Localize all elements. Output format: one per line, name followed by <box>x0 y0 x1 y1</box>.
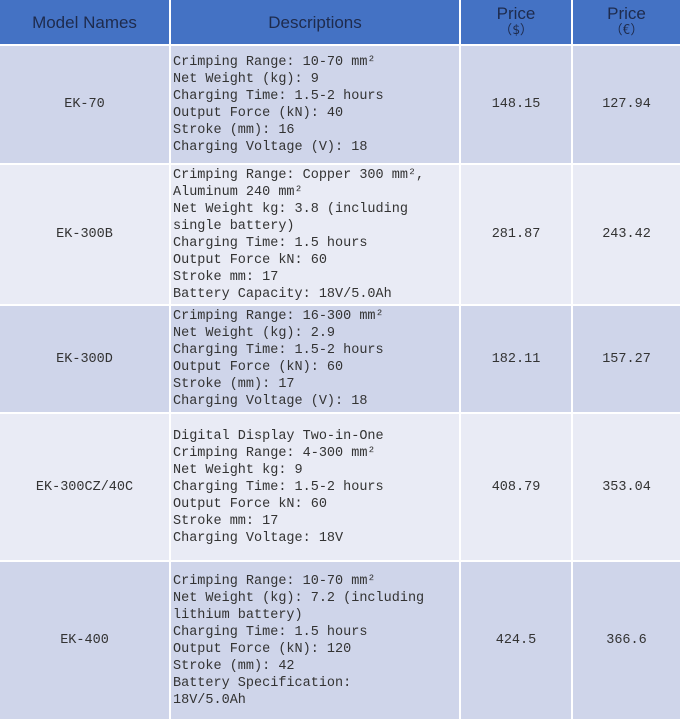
description-line: lithium battery) <box>173 607 303 623</box>
description-line: Output Force (kN): 60 <box>173 360 344 375</box>
price-usd: 408.79 <box>460 413 573 562</box>
header-price-usd-label: Price <box>496 4 536 23</box>
description-line: Charging Time: 1.5-2 hours <box>173 343 384 358</box>
model-name: EK-300CZ/40C <box>0 413 171 562</box>
header-price-eur-label: Price <box>607 4 646 23</box>
table-row: EK-70 Crimping Range: 10-70 mm² Net Weight… <box>0 45 681 165</box>
table-row: EK-300CZ/40C Digital Display Two-in-One Cr… <box>0 413 681 562</box>
description: Crimping Range: 10-70 mm² Net Weight (kg)… <box>170 561 461 721</box>
description-line: Digital Display Two-in-One <box>173 428 384 444</box>
description: Crimping Range: 16-300 mm² Net Weight (kg… <box>170 305 461 414</box>
price-usd: 148.15 <box>460 45 573 165</box>
price-usd: 424.5 <box>460 561 573 721</box>
price-usd: 182.11 <box>460 305 573 414</box>
description-line: Charging Time: 1.5 hours <box>173 235 368 251</box>
description-line: Net Weight (kg): 9 <box>173 71 319 87</box>
description-line: Charging Time: 1.5-2 hours <box>173 88 384 104</box>
description-line: Net Weight kg: 3.8 (including <box>173 201 408 217</box>
description-line: single battery) <box>173 218 295 234</box>
description-line: Charging Voltage (V): 18 <box>173 394 368 409</box>
description-line: Output Force (kN): 40 <box>173 105 344 121</box>
description: Crimping Range: Copper 300 mm², Aluminum … <box>170 164 461 306</box>
description-line: Stroke (mm): 16 <box>173 122 295 138</box>
table-row: EK-300D Crimping Range: 16-300 mm² Net Wei… <box>0 305 681 414</box>
description-line: Charging Time: 1.5 hours <box>173 624 368 640</box>
header-price-usd-unit: （$） <box>499 23 533 38</box>
price-eur: 353.04 <box>572 413 681 562</box>
description-line: Stroke mm: 17 <box>173 269 279 285</box>
description-line: Stroke mm: 17 <box>173 513 279 529</box>
model-name: EK-400 <box>0 561 171 721</box>
description-line: Net Weight (kg): 7.2 (including <box>173 590 425 606</box>
price-eur: 366.6 <box>572 561 681 721</box>
table-row: EK-300B Crimping Range: Copper 300 mm², Al… <box>0 164 681 306</box>
model-name: EK-300B <box>0 164 171 306</box>
table-row: EK-400 Crimping Range: 10-70 mm² Net Weigh… <box>0 561 681 721</box>
header-price-eur: Price （€） <box>572 0 681 46</box>
description: Digital Display Two-in-One Crimping Range… <box>170 413 461 562</box>
description-line: Output Force kN: 60 <box>173 252 327 268</box>
header-descriptions: Descriptions <box>170 0 461 46</box>
model-name: EK-300D <box>0 305 171 414</box>
price-eur: 127.94 <box>572 45 681 165</box>
header-row: Model Names Descriptions Price （$） Price （… <box>0 0 681 46</box>
description-line: Output Force kN: 60 <box>173 496 327 512</box>
description-line: Crimping Range: 16-300 mm² <box>173 309 384 324</box>
model-name: EK-70 <box>0 45 171 165</box>
description: Crimping Range: 10-70 mm² Net Weight (kg)… <box>170 45 461 165</box>
description-line: Aluminum 240 mm² <box>173 184 303 200</box>
description-line: Crimping Range: 4-300 mm² <box>173 445 376 461</box>
description-line: Net Weight kg: 9 <box>173 462 303 478</box>
description-line: Stroke (mm): 42 <box>173 658 295 674</box>
description-line: Charging Voltage (V): 18 <box>173 139 368 155</box>
price-usd: 281.87 <box>460 164 573 306</box>
description-line: Output Force (kN): 120 <box>173 641 352 657</box>
description-line: Crimping Range: 10-70 mm² <box>173 573 376 589</box>
price-eur: 157.27 <box>572 305 681 414</box>
description-line: Battery Specification: <box>173 675 352 691</box>
description-line: Crimping Range: Copper 300 mm², <box>173 167 425 183</box>
header-model: Model Names <box>0 0 171 46</box>
header-price-eur-unit: （€） <box>609 23 644 38</box>
description-line: Battery Capacity: 18V/5.0Ah <box>173 286 392 302</box>
description-line: 18V/5.0Ah <box>173 692 246 708</box>
description-line: Crimping Range: 10-70 mm² <box>173 54 376 70</box>
description-line: Charging Voltage: 18V <box>173 530 344 546</box>
description-line: Charging Time: 1.5-2 hours <box>173 479 384 495</box>
header-price-usd: Price （$） <box>460 0 573 46</box>
description-line: Stroke (mm): 17 <box>173 377 295 392</box>
description-line: Net Weight (kg): 2.9 <box>173 326 336 341</box>
price-eur: 243.42 <box>572 164 681 306</box>
